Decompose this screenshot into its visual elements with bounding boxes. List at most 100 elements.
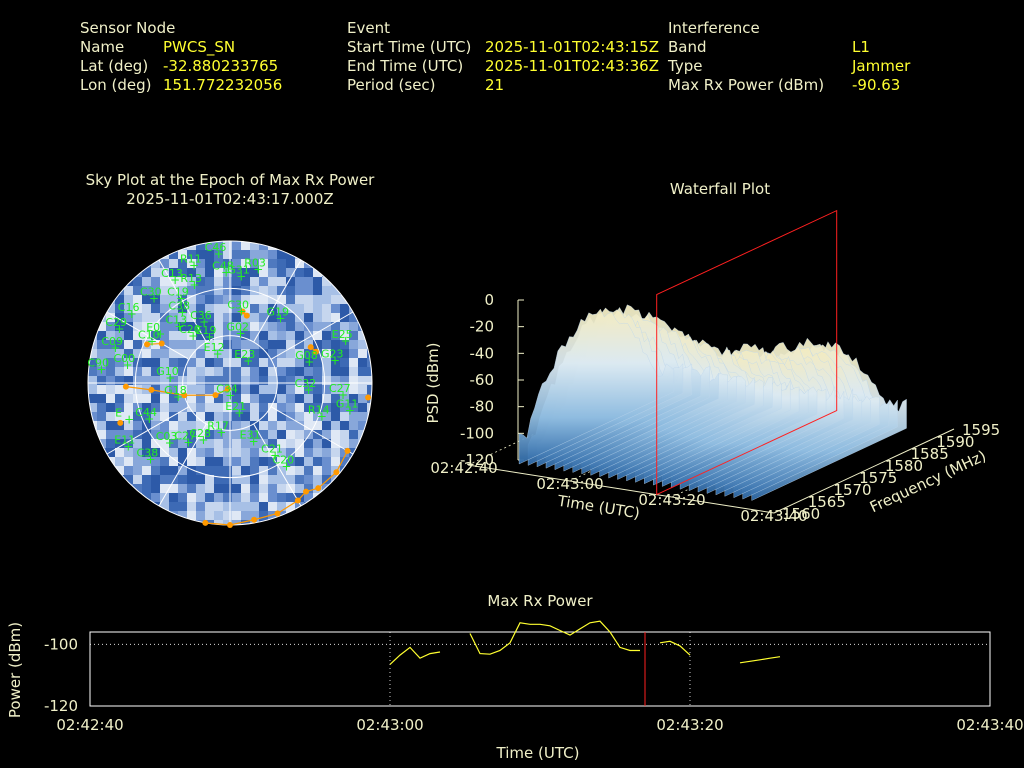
sky-satellite-label: G18 (164, 384, 187, 397)
sky-satellite-marker: + (330, 354, 340, 368)
wf-z-tick: 0 (484, 291, 494, 309)
sky-satellite-label: C19 (167, 285, 189, 298)
wf-z-tick: -40 (470, 344, 495, 362)
interference-power-value: -90.63 (852, 76, 901, 94)
power-y-tick: -120 (44, 697, 78, 715)
wf-time-tick: 02:42:40 (430, 459, 497, 477)
sky-track-point (224, 385, 231, 392)
wf-freq-tick: 1595 (962, 421, 1000, 439)
sky-satellite-label: C38 (168, 299, 190, 312)
interference-type-label: Type (668, 57, 703, 75)
sky-satellite-label: G23 (321, 348, 344, 361)
sky-satellite-label: C32 (295, 377, 317, 390)
wf-z-tick: -60 (470, 371, 495, 389)
sky-grid-spoke (106, 406, 190, 455)
sky-track-point (243, 312, 250, 319)
sensor-lon-value: 151.772232056 (163, 76, 283, 94)
wf-freq-tick: 1575 (859, 469, 897, 487)
sky-satellite-label: E23 (234, 348, 255, 361)
sky-satellite-label: C10 (138, 329, 160, 342)
sky-track-point (307, 344, 314, 351)
skyplot-subtitle: 2025-11-01T02:43:17.000Z (126, 190, 334, 208)
power-x-tick: 02:43:40 (956, 716, 1023, 734)
sky-grid-spoke (158, 423, 207, 507)
sky-grid-spoke (270, 311, 354, 360)
power-series-segment (739, 656, 781, 664)
skyplot-title: Sky Plot at the Epoch of Max Rx Power (85, 171, 375, 189)
sky-satellite-marker: + (127, 307, 137, 321)
sky-grid-spoke (106, 311, 190, 360)
sky-satellite-marker: + (147, 335, 157, 349)
sky-track-point (333, 469, 340, 476)
sensor-lat-label: Lat (deg) (80, 57, 149, 75)
sky-satellite-label: R11 (180, 252, 202, 265)
wf-z-tick: -100 (460, 424, 494, 442)
wf-freq-axis (773, 428, 955, 514)
sky-satellite-label: C27 (329, 382, 351, 395)
event-end-label: End Time (UTC) (347, 57, 464, 75)
sky-satellite-marker: + (199, 315, 209, 329)
sky-satellite-label: E11 (114, 434, 135, 447)
sky-track-point (122, 383, 129, 390)
sky-satellite-marker: + (221, 266, 231, 280)
sky-satellite-label: C00 (113, 352, 135, 365)
sky-satellite-marker: + (110, 341, 120, 355)
event-title: Event (347, 19, 390, 37)
sky-satellite-marker: + (204, 330, 214, 344)
sky-satellite-label: C16 (118, 301, 140, 314)
power-frame (89, 631, 991, 707)
sky-satellite-label: E25 (332, 328, 353, 341)
wf-freq-tick: 1565 (808, 493, 846, 511)
sky-satellite-marker: + (341, 334, 351, 348)
wf-z-tick: -20 (470, 318, 495, 336)
sky-satellite-label: G19 (267, 305, 290, 318)
sensor-title: Sensor Node (80, 19, 176, 37)
sky-satellite-label: C13 (165, 314, 187, 327)
sky-satellite-marker: + (216, 426, 226, 440)
sky-satellite-marker: + (304, 383, 314, 397)
interference-title: Interference (668, 19, 760, 37)
sky-satellite-label: C28 (189, 427, 211, 440)
sky-satellite-label: C20 (179, 323, 201, 336)
sky-satellite-label: R13 (180, 272, 202, 285)
sky-satellite-label: G11 (336, 398, 359, 411)
sky-satellite-label: C38 (137, 447, 159, 460)
sky-satellite-marker: + (155, 327, 165, 341)
event-period-value: 21 (485, 76, 505, 94)
event-end-value: 2025-11-01T02:43:36Z (485, 57, 659, 75)
sky-track-point (148, 386, 155, 393)
wf-surface (518, 304, 907, 501)
sky-grid-spoke (158, 259, 207, 343)
sky-satellite-label: E21 (225, 400, 246, 413)
wf-time-label: Time (UTC) (555, 492, 641, 523)
sky-grid-spoke (270, 406, 354, 455)
sky-satellite-label: C48 (212, 260, 234, 273)
sky-satellite-label: C09 (101, 335, 123, 348)
sky-satellite-marker: + (149, 292, 159, 306)
wf-freq-tick: 1585 (911, 445, 949, 463)
wf-freq-tick: 1590 (936, 433, 974, 451)
power-series-segment (469, 620, 640, 655)
sky-satellite-marker: + (183, 435, 193, 449)
event-period-label: Period (sec) (347, 76, 436, 94)
sky-grid-spoke (253, 259, 302, 343)
sky-heatmap (88, 241, 372, 525)
sky-satellite-label: E0 (146, 321, 160, 334)
sky-satellite-marker: + (345, 404, 355, 418)
sky-track-point (294, 497, 301, 504)
event-start-label: Start Time (UTC) (347, 38, 472, 56)
wf-freq-tick: 1560 (782, 505, 820, 523)
sky-track-point (344, 447, 351, 454)
sky-satellite-marker: + (189, 278, 199, 292)
sky-satellite-label: C44 (135, 406, 157, 419)
sky-satellite-label: E31 (240, 429, 261, 442)
sky-track-point (312, 348, 319, 355)
sensor-lat-value: -32.880233765 (163, 57, 279, 75)
sky-grid-spoke (253, 423, 302, 507)
sky-satellite-marker: + (234, 406, 244, 420)
sky-track-point (212, 392, 219, 399)
sky-satellite-marker: + (144, 412, 154, 426)
sensor-name-label: Name (80, 38, 125, 56)
sky-satellite-label: R14 (308, 403, 330, 416)
sky-satellite-marker: + (123, 440, 133, 454)
